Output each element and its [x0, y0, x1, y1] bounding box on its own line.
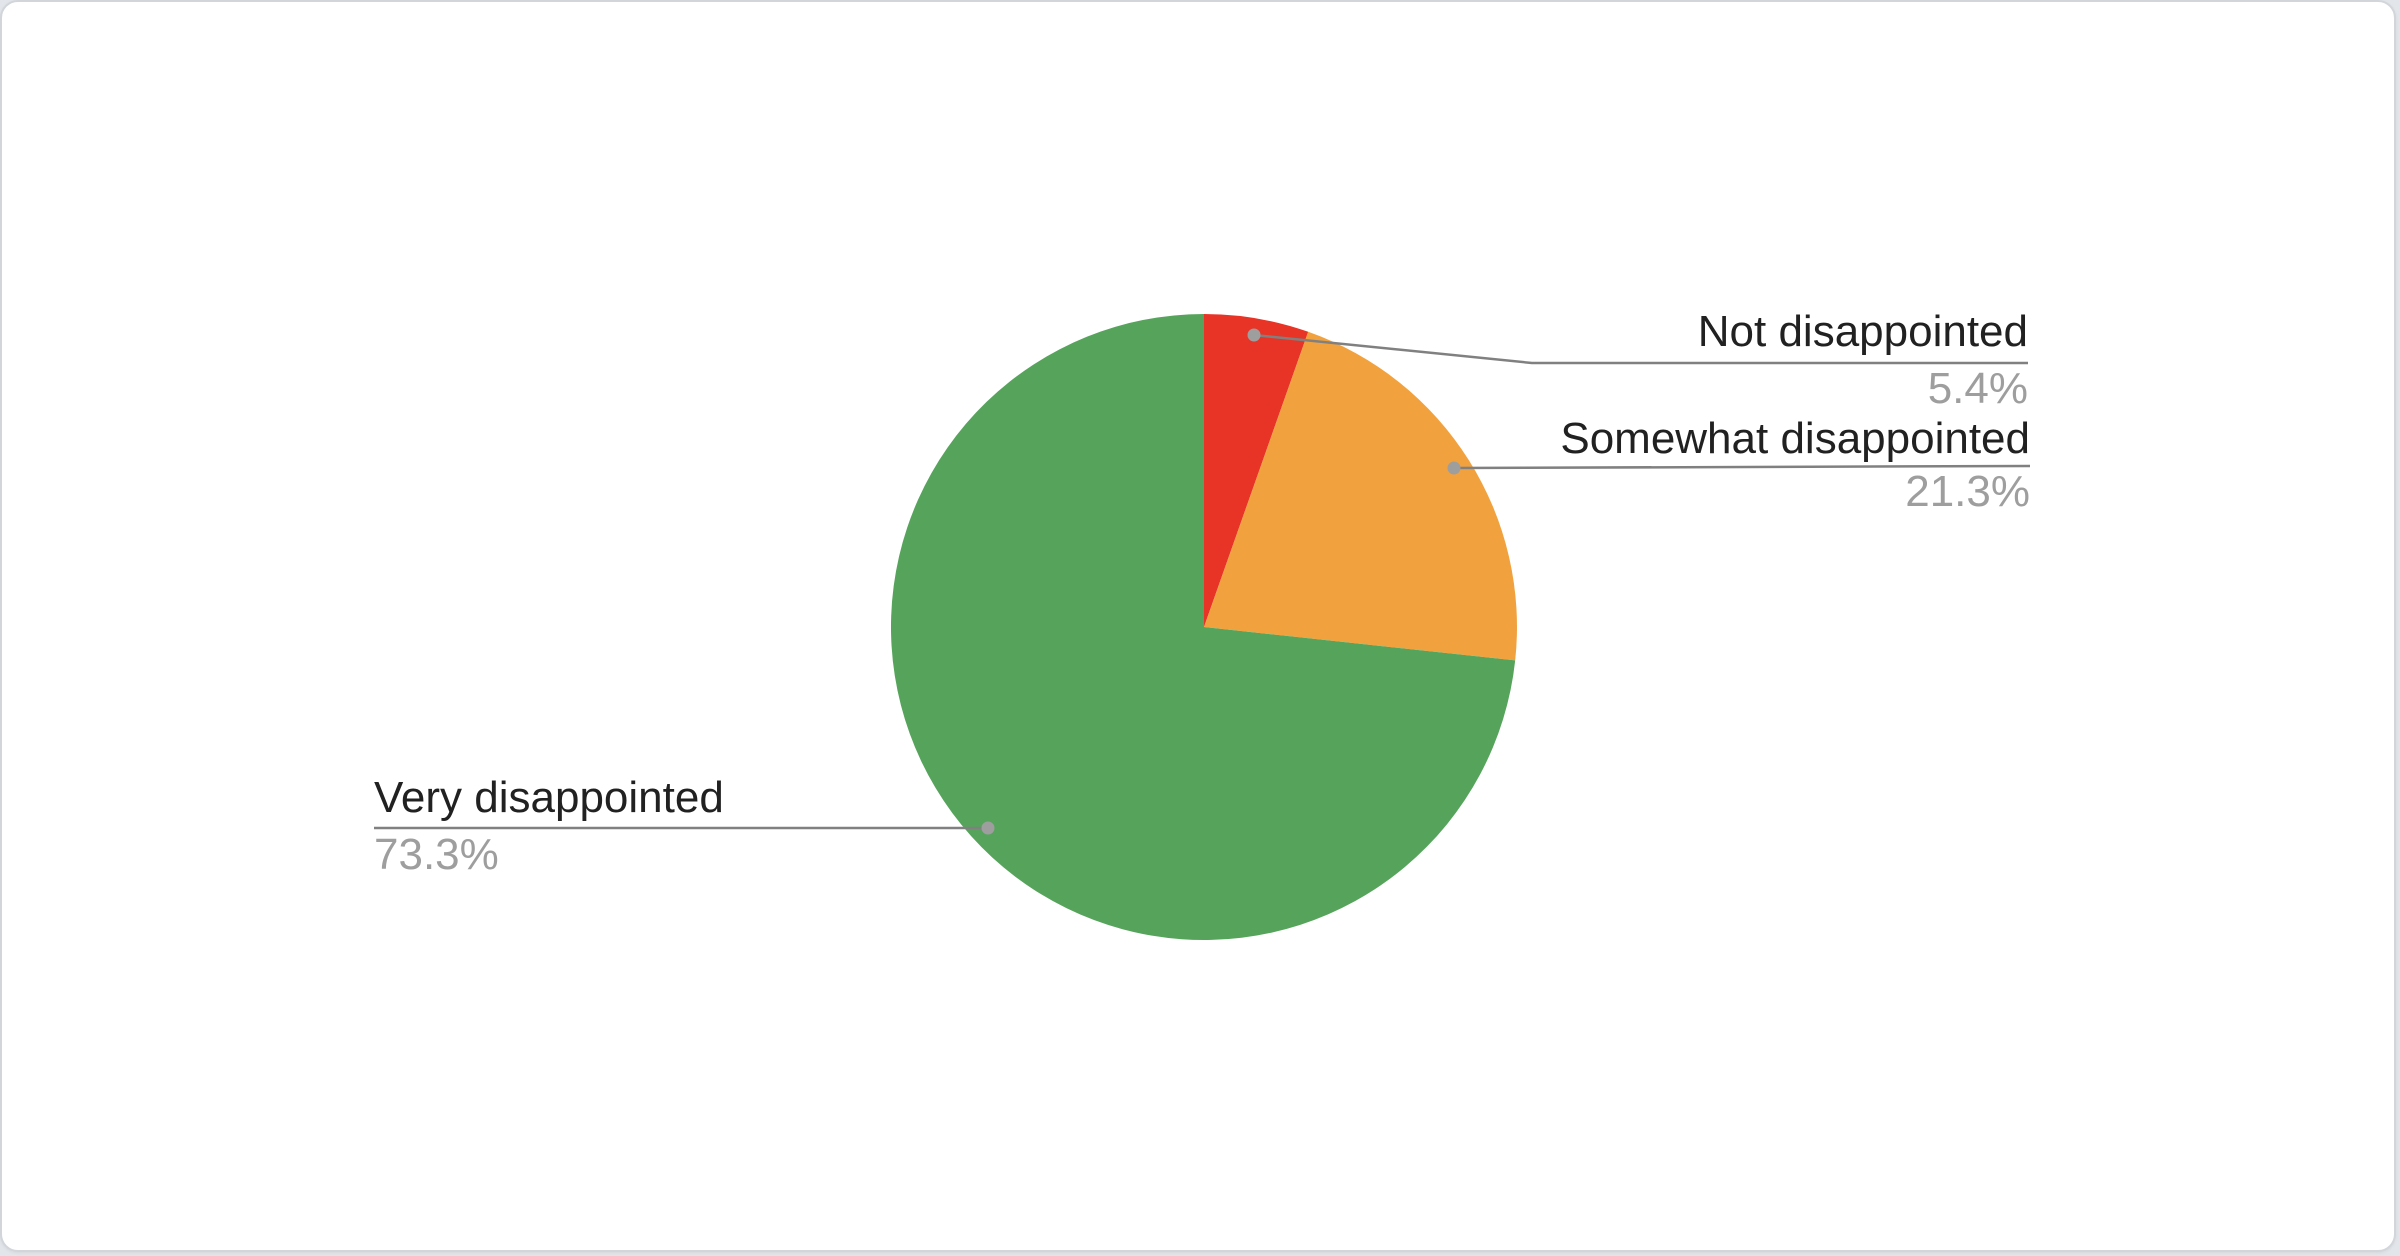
leader-dot-very-disappointed — [981, 821, 995, 835]
slice-percent-somewhat-disappointed: 21.3% — [1905, 467, 2030, 516]
leader-line-somewhat-disappointed — [1453, 464, 2031, 470]
slice-label-very-disappointed: Very disappointed — [374, 773, 724, 822]
slice-label-not-disappointed: Not disappointed — [1697, 307, 2028, 356]
slice-percent-not-disappointed: 5.4% — [1927, 364, 2028, 413]
pie-slice-not-disappointed[interactable] — [1204, 313, 1309, 627]
slice-percent-very-disappointed: 73.3% — [374, 830, 499, 879]
pie-slice-somewhat-disappointed[interactable] — [1204, 331, 1517, 661]
leader-line-not-disappointed — [1253, 333, 2028, 365]
leader-dot-not-disappointed — [1247, 328, 1261, 342]
pie-slice-very-disappointed[interactable] — [890, 314, 1516, 940]
slice-label-somewhat-disappointed: Somewhat disappointed — [1560, 414, 2030, 463]
leader-dot-somewhat-disappointed — [1447, 461, 1461, 475]
